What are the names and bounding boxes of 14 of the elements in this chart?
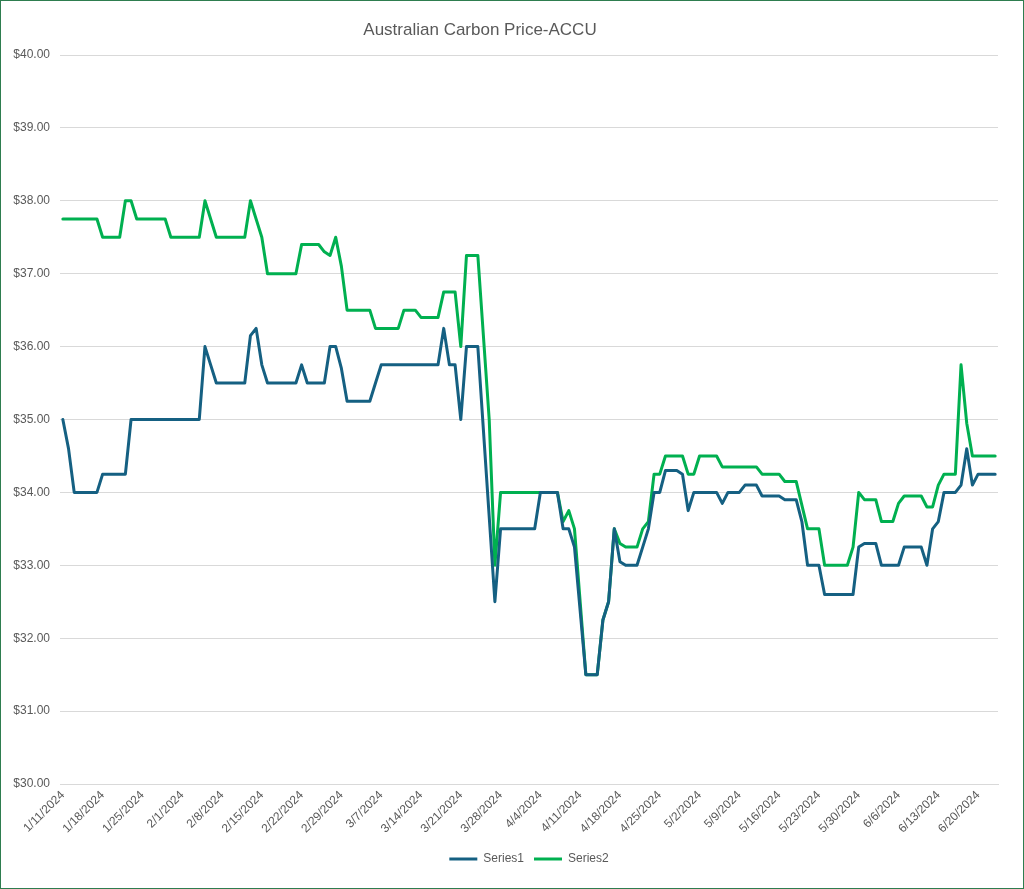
y-tick-label: $35.00: [13, 411, 51, 426]
y-tick-label: $40.00: [13, 47, 51, 62]
y-tick-label: $34.00: [13, 484, 51, 499]
y-tick-label: $36.00: [13, 338, 51, 353]
chart-title: Australian Carbon Price-ACCU: [363, 19, 597, 39]
y-tick-label: $32.00: [13, 630, 51, 645]
y-tick-label: $33.00: [13, 557, 51, 572]
y-tick-label: $37.00: [13, 266, 51, 281]
y-tick-label: $31.00: [13, 703, 51, 718]
legend-label: Series2: [568, 851, 610, 866]
legend-label: Series1: [483, 851, 525, 866]
y-tick-label: $38.00: [13, 193, 51, 208]
y-tick-label: $39.00: [13, 120, 51, 135]
y-tick-label: $30.00: [13, 776, 51, 791]
